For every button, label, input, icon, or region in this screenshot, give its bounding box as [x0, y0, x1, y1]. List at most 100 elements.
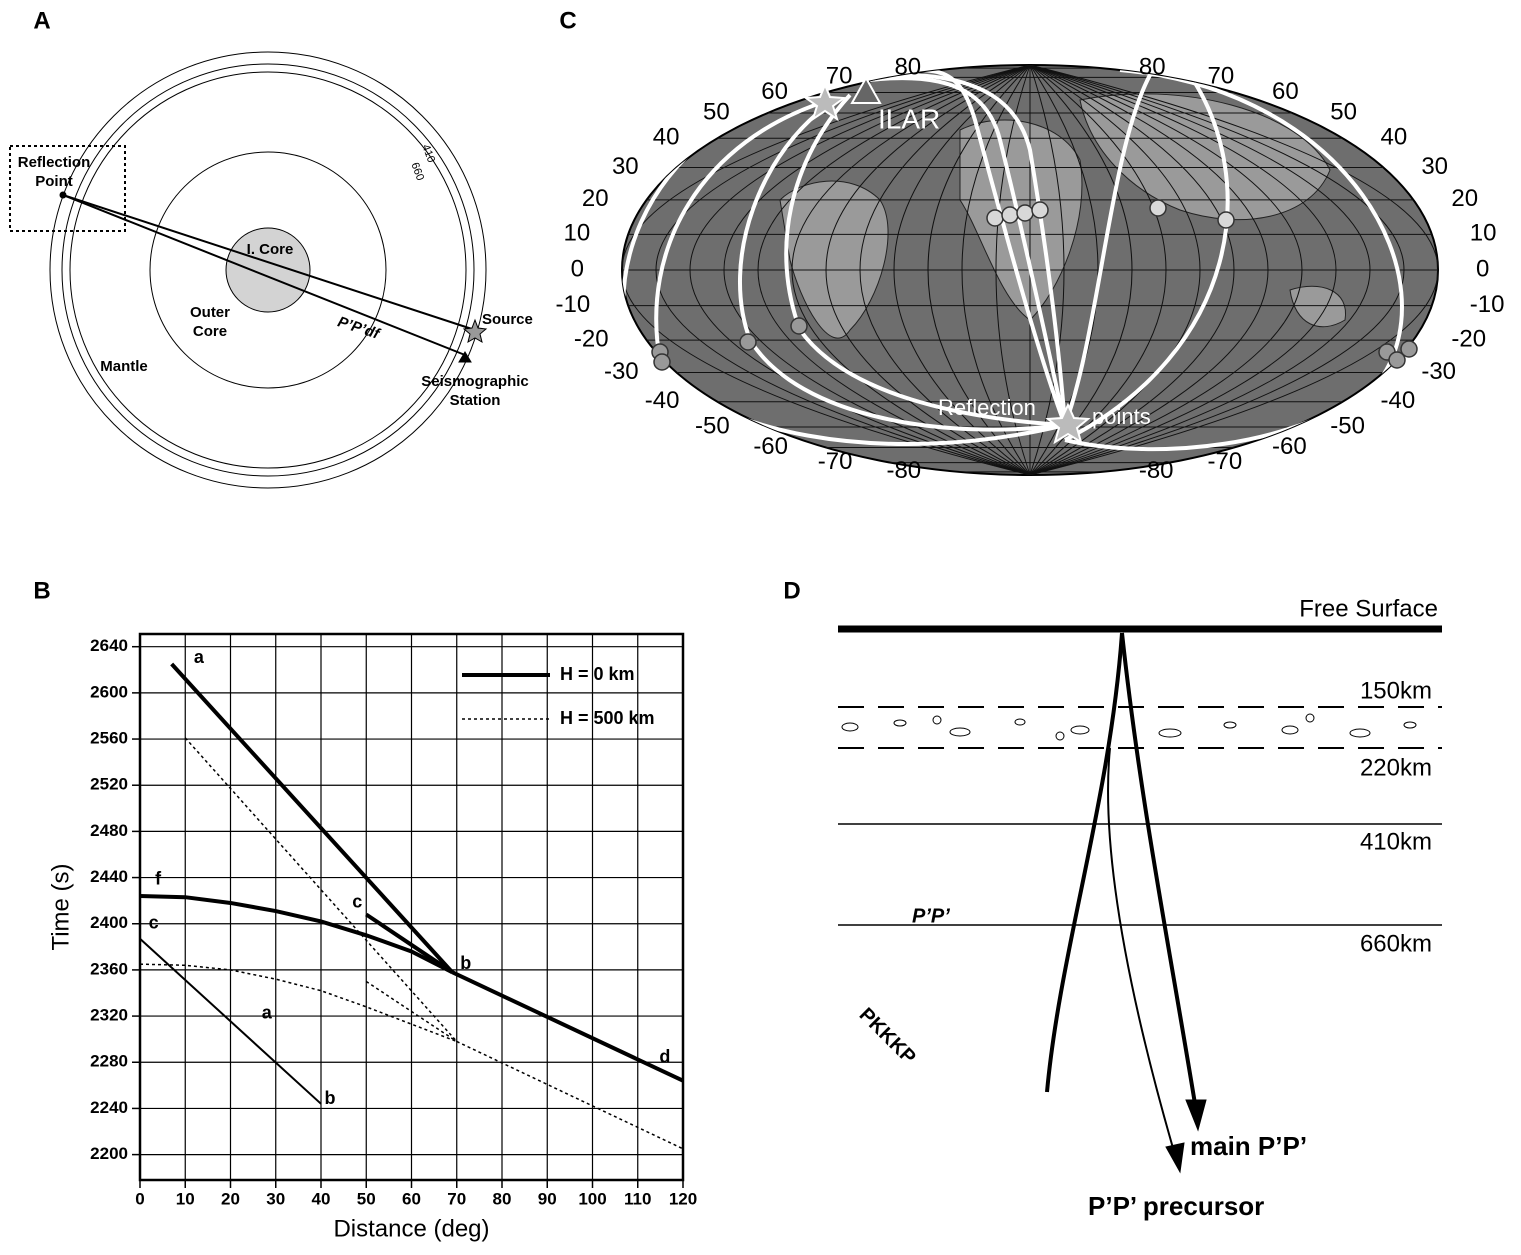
source-star	[462, 318, 488, 344]
graticule	[927, 65, 1031, 475]
lat-label: 30	[1421, 153, 1448, 180]
graticule	[1029, 65, 1269, 475]
label: Station	[450, 392, 501, 409]
x-tick-label: 120	[669, 1189, 697, 1208]
path	[869, 76, 1067, 426]
x-tick-label: 110	[624, 1189, 651, 1208]
array-triangle	[850, 75, 882, 104]
map-label: points	[1092, 404, 1151, 429]
lat-label: -80	[1139, 457, 1174, 484]
x-tick-label: 50	[357, 1189, 376, 1208]
lat-label: 10	[563, 220, 590, 247]
station	[1149, 199, 1167, 217]
arrow-head	[1185, 1099, 1207, 1132]
ray	[62, 194, 466, 356]
lat-label: 70	[826, 63, 853, 90]
land	[1079, 93, 1331, 221]
lat-label: -70	[1208, 448, 1243, 475]
panel-a	[9, 51, 488, 489]
lat-label: 80	[894, 53, 921, 80]
y-tick-label: 2320	[90, 1006, 128, 1025]
lat-label: -50	[1330, 412, 1365, 439]
panel-label: D	[783, 577, 800, 604]
label: Seismographic	[421, 373, 529, 390]
label: 150km	[1360, 677, 1432, 704]
lat-label: -10	[1470, 291, 1505, 318]
x-tick-label: 60	[402, 1189, 421, 1208]
graticule	[655, 65, 1031, 475]
graticule	[1029, 65, 1337, 475]
stations	[651, 199, 1418, 371]
lat-label: -60	[1272, 433, 1307, 460]
branch-label: a	[262, 1003, 273, 1023]
series-line	[170, 662, 454, 974]
graticule	[791, 65, 1031, 475]
d660-circle	[69, 71, 467, 469]
graticule	[1029, 65, 1065, 475]
x-tick-label: 100	[578, 1189, 606, 1208]
y-tick-label: 2400	[90, 913, 128, 932]
lat-label: 10	[1470, 220, 1497, 247]
label: 410	[419, 143, 437, 164]
lat-label: 20	[1451, 185, 1478, 212]
station-triangle	[458, 351, 472, 363]
lat-label: 60	[1272, 78, 1299, 105]
label: P’P’	[912, 905, 950, 927]
series-line	[365, 980, 458, 1043]
label: main P’P’	[1190, 1131, 1307, 1161]
label: Point	[35, 173, 73, 190]
star	[1045, 402, 1091, 445]
panel-label: A	[33, 7, 50, 34]
label: 220km	[1360, 754, 1432, 781]
panel-b: 0 10 20 30 40 50 60 70 80 90 100 110 120 2200 2240 2280…	[47, 632, 697, 1242]
lat-label: 40	[653, 124, 680, 151]
path	[1064, 73, 1230, 442]
label: Source	[482, 311, 533, 328]
lat-label: 20	[582, 185, 609, 212]
graticule	[1029, 65, 1371, 475]
panel-label: B	[33, 577, 50, 604]
station	[986, 209, 1004, 227]
series-line	[139, 938, 322, 1105]
graticule	[1029, 65, 1405, 475]
label: Core	[193, 323, 227, 340]
ray	[62, 194, 476, 331]
x-tick-label: 40	[312, 1189, 331, 1208]
graticule	[689, 65, 1031, 475]
label: 660km	[1360, 930, 1432, 957]
station	[653, 353, 671, 371]
plot-frame	[138, 632, 685, 1182]
path	[1063, 74, 1152, 426]
label: Free Surface	[1299, 595, 1438, 622]
lat-label: -50	[695, 412, 730, 439]
station	[1016, 204, 1034, 222]
label: I. Core	[247, 241, 294, 258]
lat-label: 50	[1330, 98, 1357, 125]
y-axis-title: Time (s)	[47, 863, 74, 950]
x-tick-label: 70	[447, 1189, 466, 1208]
y-tick-label: 2360	[90, 959, 128, 978]
x-tick-label: 80	[493, 1189, 512, 1208]
label: P’P’ precursor	[1088, 1191, 1264, 1221]
lat-label: 40	[1381, 124, 1408, 151]
lat-label: 30	[612, 153, 639, 180]
graticule	[825, 65, 1031, 475]
scatterers	[841, 713, 1417, 741]
y-tick-label: 2440	[90, 867, 128, 886]
series-line	[456, 1040, 684, 1150]
graticule	[1029, 65, 1167, 475]
panel-d-labels: Free Surface 150km 220km 410km 660km P’P…	[855, 595, 1438, 1221]
x-tick-label: 30	[266, 1189, 285, 1208]
lat-label: -20	[574, 325, 609, 352]
station	[1217, 211, 1235, 229]
label: PKKKP	[855, 1004, 920, 1069]
x-tick-label: 90	[538, 1189, 557, 1208]
lat-label: -40	[1381, 387, 1416, 414]
y-tick-label: 2480	[90, 821, 128, 840]
y-tick-label: 2520	[90, 775, 128, 794]
station	[1388, 351, 1406, 369]
legend-label: H = 0 km	[560, 664, 635, 684]
station	[790, 317, 808, 335]
x-tick-label: 0	[135, 1189, 144, 1208]
